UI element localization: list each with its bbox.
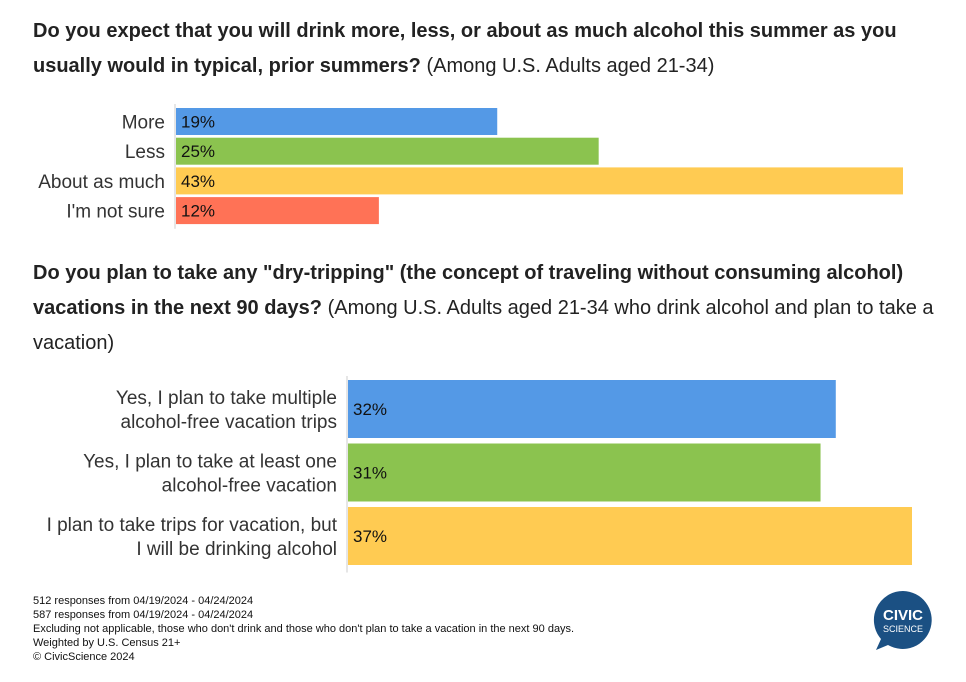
bar-1 (348, 443, 821, 502)
category-label-0: More (122, 113, 165, 134)
logo-text-science: SCIENCE (883, 624, 923, 634)
footer-line: 587 responses from 04/19/2024 - 04/24/20… (33, 609, 254, 621)
footer-line: Weighted by U.S. Census 21+ (33, 637, 181, 649)
bar-1 (176, 137, 599, 165)
value-label-0: 19% (181, 113, 215, 132)
bar-3 (176, 197, 379, 225)
category-label-1: Less (125, 142, 165, 163)
footer-line: Excluding not applicable, those who don'… (33, 623, 575, 635)
footer-notes: 512 responses from 04/19/2024 - 04/24/20… (33, 594, 574, 664)
bar-2 (176, 167, 903, 195)
value-label-1: 31% (353, 464, 387, 483)
category-label-0-line-1: alcohol-free vacation trips (121, 412, 338, 433)
category-label-1-line-1: alcohol-free vacation (162, 476, 337, 497)
bar-0 (348, 380, 836, 438)
logo-text-civic: CIVIC (883, 607, 923, 624)
value-label-3: 12% (181, 202, 215, 221)
category-label-2-line-0: I plan to take trips for vacation, but (47, 515, 338, 536)
footer-line: 512 responses from 04/19/2024 - 04/24/20… (33, 595, 254, 607)
chart-2-title: Do you plan to take any "dry-tripping" (… (33, 256, 938, 361)
footer-line: © CivicScience 2024 (33, 651, 135, 663)
chart-2-title-subtitle: (Among U.S. Adults aged 21-34 who drink … (33, 297, 934, 354)
chart-1-title-bold: Do you expect that you will drink more, … (33, 20, 897, 77)
value-label-0: 32% (353, 400, 387, 419)
category-label-2-line-1: I will be drinking alcohol (136, 539, 337, 560)
bar-2 (348, 507, 912, 565)
logo-bubble-shape (873, 590, 932, 650)
chart-2-title-bold: Do you plan to take any "dry-tripping" (… (33, 262, 904, 319)
bar-0 (176, 108, 498, 135)
category-label-1-line-0: Yes, I plan to take at least one (83, 452, 337, 473)
civicscience-logo: CIVIC SCIENCE (873, 590, 932, 650)
category-label-0-line-0: Yes, I plan to take multiple (116, 388, 337, 409)
chart-1-title-subtitle: (Among U.S. Adults aged 21-34) (426, 55, 715, 77)
value-label-2: 37% (353, 527, 387, 546)
category-label-3: I'm not sure (66, 202, 165, 223)
value-label-2: 43% (181, 172, 215, 191)
chart-1-title: Do you expect that you will drink more, … (33, 14, 938, 84)
category-label-2: About as much (38, 172, 165, 193)
value-label-1: 25% (181, 142, 215, 161)
